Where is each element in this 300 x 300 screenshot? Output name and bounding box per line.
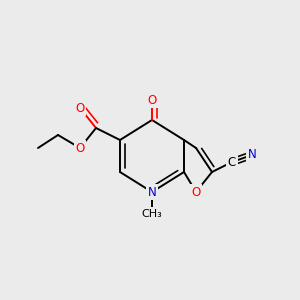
Text: C: C	[228, 155, 236, 169]
Text: O: O	[75, 101, 85, 115]
Text: N: N	[248, 148, 256, 161]
Text: O: O	[147, 94, 157, 106]
Text: O: O	[75, 142, 85, 154]
Text: CH₃: CH₃	[142, 209, 162, 219]
Text: N: N	[148, 185, 156, 199]
Text: O: O	[191, 185, 201, 199]
